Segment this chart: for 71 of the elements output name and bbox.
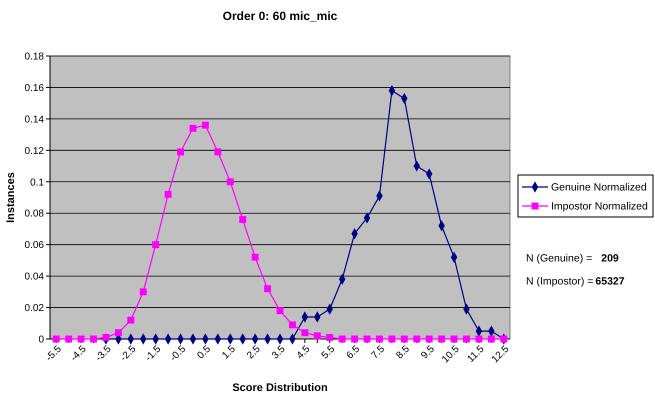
chart-title: Order 0: 60 mic_mic — [222, 9, 338, 23]
x-tick-label: 0.5 — [195, 344, 214, 362]
legend-label: Genuine Normalized — [551, 182, 647, 194]
point — [301, 329, 308, 336]
point — [388, 336, 396, 342]
point — [78, 336, 85, 342]
x-tick-label: 2.5 — [245, 344, 264, 362]
point — [214, 148, 222, 156]
point — [164, 190, 172, 198]
point — [500, 336, 508, 342]
point — [140, 288, 147, 296]
x-tick-label: 1.5 — [220, 344, 238, 362]
y-tick-label: 0.06 — [24, 240, 44, 252]
point — [276, 307, 284, 314]
point — [438, 336, 446, 342]
point — [239, 216, 246, 223]
x-tick-label: 7.5 — [369, 344, 388, 362]
point — [338, 336, 346, 342]
point — [114, 329, 122, 336]
y-tick-label: 0.02 — [24, 303, 44, 314]
x-tick-label: -3.5 — [94, 344, 114, 364]
text: 209 — [601, 252, 619, 265]
point — [202, 122, 209, 129]
x-tick-label: 9.5 — [419, 344, 438, 362]
point — [264, 285, 272, 292]
x-tick-label: 4.5 — [294, 344, 313, 362]
x-tick-label: 3.5 — [270, 344, 288, 362]
point — [177, 148, 184, 156]
point — [488, 336, 495, 342]
x-tick-label: -2.5 — [118, 344, 139, 364]
point — [450, 336, 458, 342]
x-tick-label: 5.5 — [320, 344, 338, 362]
point — [400, 336, 408, 342]
x-tick-label: -0.5 — [168, 344, 188, 364]
point — [190, 124, 196, 132]
y-tick-label: 0 — [38, 334, 44, 346]
point — [102, 334, 110, 341]
point — [351, 336, 358, 342]
point — [413, 336, 420, 342]
x-tick-label: -5.5 — [44, 344, 64, 364]
point — [314, 332, 321, 340]
point — [364, 336, 370, 342]
x-tick-label: -1.5 — [143, 344, 164, 364]
point — [475, 336, 482, 342]
x-tick-label: -4.5 — [68, 344, 89, 364]
point — [252, 254, 259, 261]
y-tick-label: 0.14 — [24, 114, 44, 126]
y-tick-label: 0.04 — [24, 272, 44, 283]
point — [52, 336, 60, 342]
legend-label: Impostor Normalized — [551, 200, 648, 213]
point — [426, 336, 433, 342]
x-axis-title: Score Distribution — [232, 382, 328, 394]
point — [127, 316, 134, 324]
y-tick-label: 0.12 — [24, 146, 44, 157]
text: 65327 — [595, 276, 625, 288]
y-tick-label: 0.1 — [30, 177, 44, 188]
text: N (Impostor) = — [526, 276, 594, 288]
y-tick-label: 0.18 — [24, 52, 44, 62]
y-tick-label: 0.08 — [24, 208, 44, 220]
y-tick-label: 0.16 — [24, 82, 44, 94]
point — [326, 334, 334, 341]
point — [288, 321, 296, 328]
text: N (Genuine) = — [526, 252, 592, 265]
x-tick-label: 6.5 — [344, 344, 362, 362]
y-axis-title: Instances — [5, 172, 17, 223]
point — [90, 336, 97, 342]
point — [65, 336, 72, 342]
x-tick-label: 8.5 — [394, 344, 412, 362]
point — [463, 336, 470, 342]
point — [376, 336, 383, 342]
point — [152, 241, 160, 248]
